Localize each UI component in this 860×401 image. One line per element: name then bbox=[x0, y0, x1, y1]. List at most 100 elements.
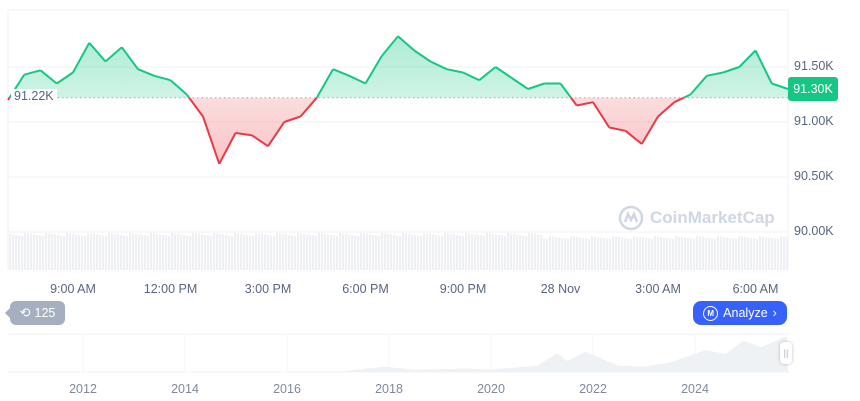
volume-bar bbox=[360, 233, 363, 270]
volume-bar bbox=[609, 239, 612, 270]
volume-bar bbox=[549, 236, 552, 270]
volume-bar bbox=[417, 235, 420, 270]
analyze-label: Analyze bbox=[723, 306, 768, 320]
volume-bar bbox=[699, 236, 702, 270]
volume-bar bbox=[369, 234, 372, 270]
volume-bar bbox=[45, 233, 48, 270]
history-icon: ⟲ bbox=[19, 305, 31, 320]
price-segment-up bbox=[689, 75, 708, 96]
history-count: 125 bbox=[34, 306, 56, 320]
volume-bar bbox=[510, 233, 513, 270]
volume-bar bbox=[744, 237, 747, 270]
volume-bar bbox=[195, 233, 198, 270]
price-segment-up bbox=[348, 74, 366, 85]
volume-bar bbox=[198, 234, 201, 270]
volume-bar bbox=[381, 233, 384, 270]
volume-bar bbox=[237, 233, 240, 270]
volume-bar bbox=[267, 235, 270, 270]
price-segment-up bbox=[153, 74, 171, 82]
volume-bar bbox=[687, 238, 690, 270]
x-tick-label: 3:00 PM bbox=[244, 282, 292, 296]
volume-bar bbox=[153, 233, 156, 270]
baseline-price-label: 91.22K bbox=[11, 89, 57, 103]
price-segment-up bbox=[39, 69, 58, 85]
volume-bar bbox=[336, 236, 339, 270]
navigator-handle[interactable]: || bbox=[780, 342, 792, 364]
price-segment-up bbox=[169, 79, 188, 96]
volume-bar bbox=[621, 237, 624, 270]
volume-bar bbox=[24, 233, 27, 270]
volume-bar bbox=[429, 234, 432, 270]
volume-bar bbox=[30, 234, 33, 270]
volume-bar bbox=[291, 235, 294, 270]
volume-bar bbox=[339, 233, 342, 270]
volume-bar bbox=[606, 238, 609, 270]
volume-bar bbox=[714, 239, 717, 270]
volume-bar bbox=[408, 234, 411, 270]
year-tick-label: 2016 bbox=[273, 382, 301, 396]
volume-bar bbox=[132, 233, 135, 270]
volume-bar bbox=[462, 236, 465, 270]
volume-bar bbox=[567, 239, 570, 270]
volume-bar bbox=[318, 233, 321, 270]
volume-bar bbox=[258, 233, 261, 270]
volume-bar bbox=[96, 234, 99, 270]
volume-bar bbox=[111, 233, 114, 270]
volume-bar bbox=[432, 234, 435, 270]
volume-bar bbox=[504, 236, 507, 270]
volume-bar bbox=[546, 239, 549, 270]
volume-bar bbox=[411, 234, 414, 270]
price-segment-down bbox=[624, 130, 643, 145]
cmc-logo-icon: M bbox=[703, 305, 719, 321]
volume-bar bbox=[294, 236, 297, 270]
price-segment-down bbox=[299, 97, 318, 118]
volume-bar bbox=[762, 236, 765, 270]
volume-bar bbox=[249, 235, 252, 270]
volume-bar bbox=[588, 239, 591, 270]
volume-bar bbox=[738, 236, 741, 270]
volume-bar bbox=[774, 238, 777, 270]
volume-bar bbox=[342, 233, 345, 270]
volume-bar bbox=[753, 238, 756, 270]
volume-bar bbox=[351, 235, 354, 270]
volume-bar bbox=[84, 236, 87, 270]
volume-bar bbox=[426, 233, 429, 270]
volume-bar bbox=[48, 233, 51, 270]
volume-bar bbox=[780, 236, 783, 270]
y-tick-label: 91.00K bbox=[794, 114, 834, 128]
volume-bar bbox=[783, 236, 786, 270]
volume-bar bbox=[165, 235, 168, 270]
price-segment-up bbox=[380, 35, 399, 57]
volume-bar bbox=[51, 234, 54, 270]
x-tick-label: 6:00 AM bbox=[732, 282, 779, 296]
volume-bar bbox=[99, 235, 102, 270]
volume-bar bbox=[489, 233, 492, 270]
volume-bar bbox=[252, 236, 255, 270]
volume-bar bbox=[327, 234, 330, 270]
price-segment-up bbox=[494, 66, 513, 79]
volume-bar bbox=[315, 236, 318, 270]
volume-bar bbox=[81, 235, 84, 270]
x-tick-label: 28 Nov bbox=[540, 282, 581, 296]
volume-bar bbox=[726, 237, 729, 270]
volume-bar bbox=[630, 239, 633, 270]
price-segment-up bbox=[8, 74, 26, 98]
volume-bar bbox=[354, 235, 357, 270]
volume-bar bbox=[234, 233, 237, 270]
volume-bar bbox=[366, 234, 369, 270]
volume-bar bbox=[519, 235, 522, 270]
volume-bar bbox=[771, 238, 774, 270]
volume-bar bbox=[66, 233, 69, 270]
volume-bar bbox=[585, 238, 588, 270]
price-segment-down bbox=[657, 101, 675, 118]
volume-bar bbox=[372, 235, 375, 270]
history-badge[interactable]: ⟲ 125 bbox=[5, 301, 65, 325]
volume-bar bbox=[633, 236, 636, 270]
analyze-button[interactable]: M Analyze › bbox=[693, 301, 787, 325]
volume-bar bbox=[135, 234, 138, 270]
volume-bar bbox=[552, 236, 555, 270]
volume-bar bbox=[72, 234, 75, 270]
price-segment-up bbox=[681, 93, 691, 98]
